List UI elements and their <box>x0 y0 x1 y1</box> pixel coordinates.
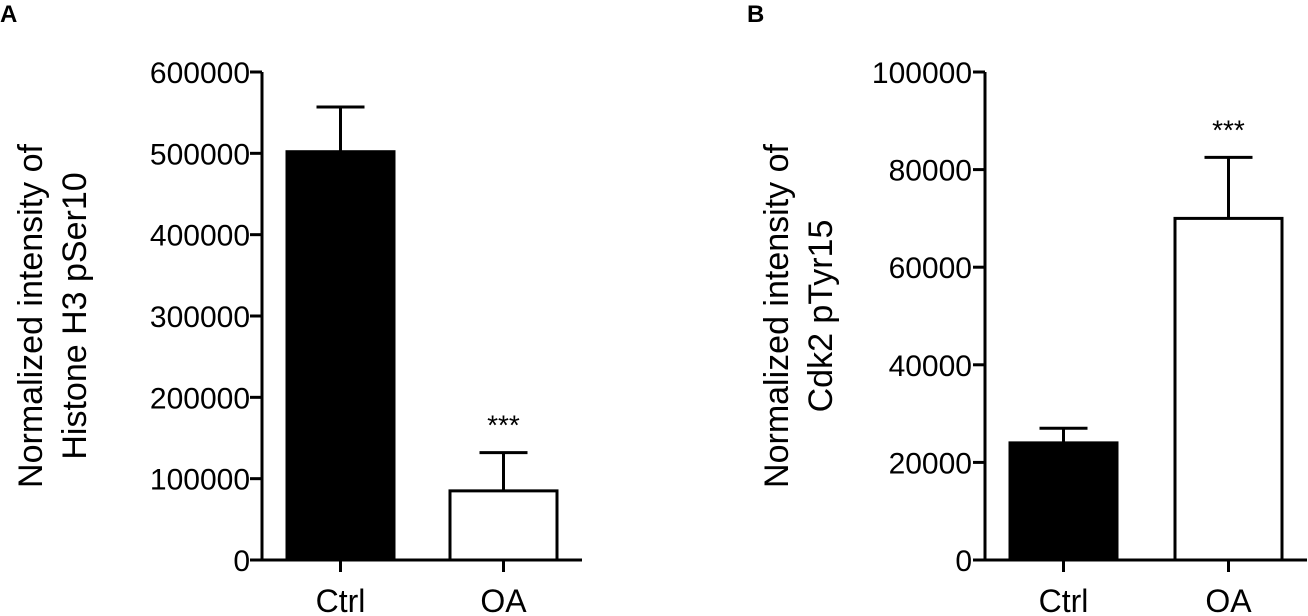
panel-letter: A <box>0 1 17 28</box>
y-tick-label: 20000 <box>889 447 972 480</box>
significance-label: *** <box>1212 114 1245 145</box>
significance-label: *** <box>487 410 520 441</box>
x-tick-label: Ctrl <box>1039 583 1089 616</box>
y-tick-label: 600000 <box>150 57 250 90</box>
panel-a: A Normalized intensity of Histone H3 pSer1… <box>0 1 582 616</box>
y-tick-label: 500000 <box>150 138 250 171</box>
y-tick-label: 40000 <box>889 350 972 383</box>
x-tick-label: OA <box>480 583 527 616</box>
bar-oa <box>1173 216 1284 562</box>
y-tick-label: 0 <box>955 545 972 578</box>
x-tick-label: Ctrl <box>316 583 366 616</box>
bar-ctrl <box>1008 441 1119 562</box>
y-tick-label: 400000 <box>150 220 250 253</box>
y-tick-label: 100000 <box>872 57 972 90</box>
x-tick-label: OA <box>1205 583 1252 616</box>
y-axis-title: Normalized intensity of <box>12 143 50 487</box>
y-tick-label: 300000 <box>150 301 250 334</box>
y-tick-label: 80000 <box>889 155 972 188</box>
panel-letter: B <box>747 1 764 28</box>
y-tick-label: 60000 <box>889 252 972 285</box>
panel-b: B Normalized intensity of Cdk2 pTyr15 0 2000… <box>747 1 1307 616</box>
y-axis-title: Normalized intensity of <box>758 143 796 487</box>
y-axis-title: Histone H3 pSer10 <box>56 172 94 459</box>
y-axis-title: Cdk2 pTyr15 <box>802 220 840 413</box>
bar-ctrl <box>285 150 396 562</box>
bar-oa <box>448 489 559 562</box>
y-tick-label: 0 <box>233 545 250 578</box>
y-tick-label: 200000 <box>150 382 250 415</box>
y-tick-label: 100000 <box>150 464 250 497</box>
